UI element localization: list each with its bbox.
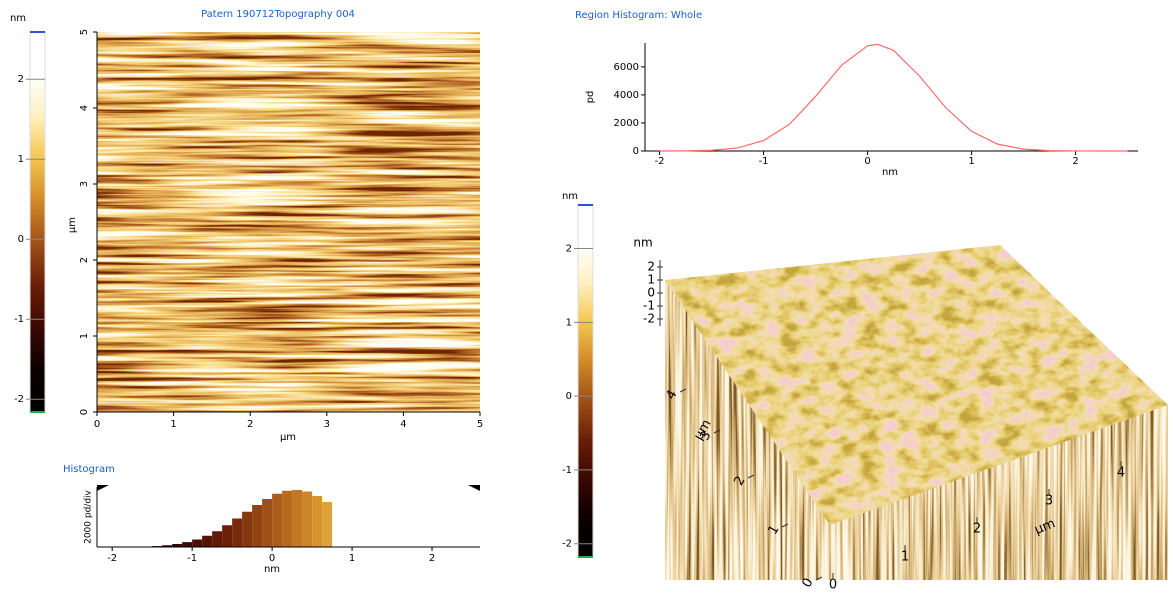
histogram-bar <box>272 494 282 547</box>
y-tick-label: 0 <box>79 409 90 415</box>
x-tick-label: -2 <box>107 553 117 564</box>
y-tick-label: 2 <box>79 257 90 263</box>
line-series <box>660 44 1128 151</box>
x-tick-label: 2 <box>1072 156 1078 167</box>
x-axis-label: µm <box>280 432 296 443</box>
y-tick-label: 0 <box>799 576 816 591</box>
histogram-bar <box>322 502 332 547</box>
histogram-bar <box>232 519 242 548</box>
page: {"colormap": ["#000000", "#0c0000", "#3a… <box>0 0 1173 594</box>
z-tick-label: -2 <box>643 312 655 326</box>
colorbar <box>578 205 593 557</box>
y-tick-label: 5 <box>79 29 90 35</box>
x-tick-label: 3 <box>1045 494 1053 509</box>
x-tick-label: 1 <box>968 156 974 167</box>
x-tick-label: 1 <box>170 419 176 430</box>
x-tick-label: 3 <box>324 419 330 430</box>
histogram-bar <box>202 536 212 547</box>
histogram-bar <box>252 505 262 547</box>
x-tick-label: 1 <box>901 550 909 565</box>
z-tick-label: 1 <box>647 273 655 287</box>
z-tick-label: 0 <box>647 286 655 300</box>
y-axis-label: µm <box>67 217 78 233</box>
colorbar-tick-label: -2 <box>14 394 24 405</box>
y-tick <box>816 577 822 580</box>
histogram-bar <box>212 531 222 547</box>
screen: Patern 190712Topography 004012345012345µ… <box>0 0 1173 594</box>
colorbar-tick-label: 0 <box>18 234 24 245</box>
y-tick-label: 4 <box>663 388 680 403</box>
colorbar <box>30 32 45 412</box>
z-axis-label: nm <box>633 236 652 250</box>
x-tick-label: 4 <box>400 419 406 430</box>
x-tick-label: 5 <box>477 419 483 430</box>
x-tick-label: 0 <box>269 553 275 564</box>
colorbar-tick-label: -1 <box>14 314 24 325</box>
y-tick-label: 1 <box>79 333 90 339</box>
histogram-bar <box>182 542 192 547</box>
x-tick-label: 4 <box>1117 466 1125 481</box>
histogram-markers <box>97 485 480 491</box>
histogram-bar <box>222 525 232 547</box>
y-tick-label: 4000 <box>614 90 639 101</box>
histogram-bar <box>312 496 322 547</box>
z-tick-label: 2 <box>647 260 655 274</box>
x-tick-label: -1 <box>759 156 769 167</box>
x-tick-label: -2 <box>655 156 665 167</box>
topography-image <box>97 32 480 412</box>
histogram-bar <box>242 512 252 547</box>
colorbar-tick-label: 1 <box>18 154 24 165</box>
colorbar-label: nm <box>10 13 26 24</box>
colorbar-tick-label: -1 <box>562 465 572 476</box>
chart-title: Patern 190712Topography 004 <box>201 9 355 20</box>
x-axis-label: nm <box>264 564 280 575</box>
colorbar-tick-label: -2 <box>562 539 572 550</box>
y-tick <box>680 389 686 392</box>
x-tick-label: 1 <box>349 553 355 564</box>
histogram-bar <box>302 492 312 548</box>
y-tick <box>748 475 754 478</box>
y-axis-label: 2000 pd/div <box>84 489 94 543</box>
y-tick <box>714 430 720 433</box>
y-tick-label: 6000 <box>614 62 639 73</box>
x-tick-label: 2 <box>247 419 253 430</box>
histogram-bar <box>292 490 302 547</box>
x-axis-label: µm <box>1032 516 1057 538</box>
x-tick-label: 0 <box>864 156 870 167</box>
z-tick-label: -1 <box>643 299 655 313</box>
chart-title: Region Histogram: Whole <box>575 10 702 21</box>
y-tick-label: 3 <box>79 181 90 187</box>
x-tick-label: 0 <box>94 419 100 430</box>
x-tick-label: -1 <box>187 553 197 564</box>
colorbar-label: nm <box>562 191 578 202</box>
y-tick-label: 4 <box>79 105 90 111</box>
y-tick-label: 1 <box>765 523 782 538</box>
x-tick-label: 2 <box>429 553 435 564</box>
x-tick-label: 0 <box>829 578 837 593</box>
y-axis-label: pd <box>585 91 596 104</box>
y-tick-label: 2 <box>731 474 748 489</box>
x-axis-label: nm <box>882 167 898 178</box>
histogram-bar <box>282 491 292 547</box>
y-tick-label: 0 <box>633 146 639 157</box>
colorbar-tick-label: 2 <box>18 74 24 85</box>
colorbar-tick-label: 2 <box>566 244 572 255</box>
colorbar-tick-label: 1 <box>566 317 572 328</box>
y-tick-label: 2000 <box>614 118 639 129</box>
histogram-bar <box>262 499 272 547</box>
x-tick-label: 2 <box>973 522 981 537</box>
chart-title: Histogram <box>63 464 115 475</box>
surface-top <box>660 240 1170 530</box>
y-tick <box>782 524 788 527</box>
histogram-bar <box>192 540 202 548</box>
colorbar-tick-label: 0 <box>566 391 572 402</box>
